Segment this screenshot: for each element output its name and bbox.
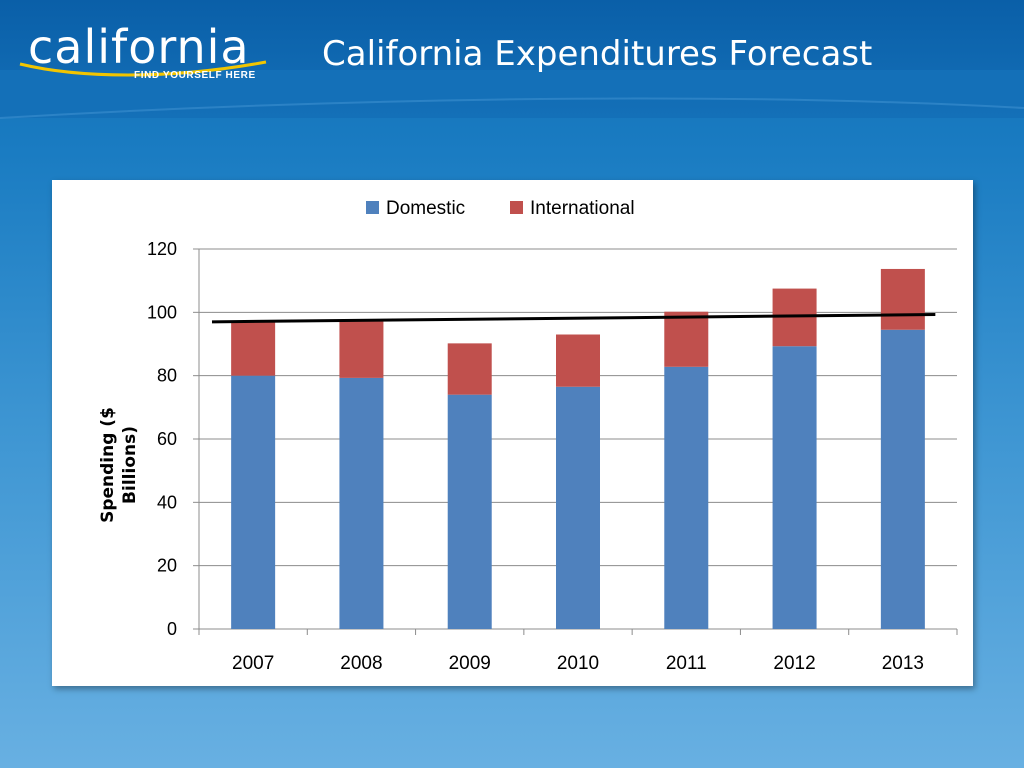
x-tick-label: 2012 bbox=[773, 653, 815, 674]
stacked-bar-chart: 0 20 40 60 80 100 120 2007 2008 2009 2010 2011 2012 2… bbox=[147, 198, 958, 674]
logo-wordmark: california bbox=[28, 20, 250, 74]
page-title: California Expenditures Forecast bbox=[322, 34, 873, 74]
bar-domestic-2009 bbox=[447, 394, 492, 629]
logo-tagline: FIND YOURSELF HERE bbox=[134, 70, 256, 81]
x-tick-label: 2008 bbox=[340, 653, 382, 674]
legend-swatch-international bbox=[510, 201, 523, 214]
y-axis-title: Spending ($ Billions) bbox=[98, 407, 140, 523]
y-tick-label: 40 bbox=[157, 492, 177, 512]
bar-international-2007 bbox=[231, 321, 276, 376]
chart-panel: 0 20 40 60 80 100 120 2007 2008 2009 2010 2011 2012 2… bbox=[52, 180, 973, 686]
bar-domestic-2011 bbox=[664, 366, 709, 629]
logo-swoosh-icon bbox=[19, 60, 267, 77]
y-tick-label: 80 bbox=[157, 366, 177, 386]
y-axis-title-wrap: Spending ($ Billions) bbox=[74, 407, 164, 523]
bar-domestic-2008 bbox=[339, 377, 384, 629]
x-tick-label: 2011 bbox=[666, 653, 707, 674]
y-tick-label: 60 bbox=[157, 429, 177, 449]
header-wave bbox=[0, 70, 1024, 119]
bar-international-2008 bbox=[339, 320, 384, 378]
legend-label-domestic: Domestic bbox=[386, 198, 465, 219]
bar-international-2011 bbox=[664, 311, 709, 367]
bar-domestic-2012 bbox=[772, 346, 817, 629]
x-tick-label: 2007 bbox=[232, 653, 274, 674]
y-tick-label: 20 bbox=[157, 556, 177, 576]
california-logo: california FIND YOURSELF HERE bbox=[18, 22, 268, 90]
bar-domestic-2010 bbox=[556, 386, 600, 629]
legend-label-international: International bbox=[530, 198, 635, 219]
x-tick-label: 2013 bbox=[882, 653, 924, 674]
bar-domestic-2007 bbox=[231, 375, 276, 629]
trendline bbox=[211, 313, 936, 324]
bar-international-2010 bbox=[556, 334, 600, 387]
y-tick-label: 120 bbox=[147, 239, 177, 259]
y-tick-label: 100 bbox=[147, 302, 177, 322]
legend-swatch-domestic bbox=[366, 201, 379, 214]
bar-domestic-2013 bbox=[880, 329, 925, 629]
x-tick-label: 2010 bbox=[557, 653, 599, 674]
y-tick-label: 0 bbox=[167, 619, 177, 639]
bar-international-2009 bbox=[447, 343, 492, 395]
bar-international-2013 bbox=[880, 268, 925, 330]
x-tick-label: 2009 bbox=[449, 653, 491, 674]
